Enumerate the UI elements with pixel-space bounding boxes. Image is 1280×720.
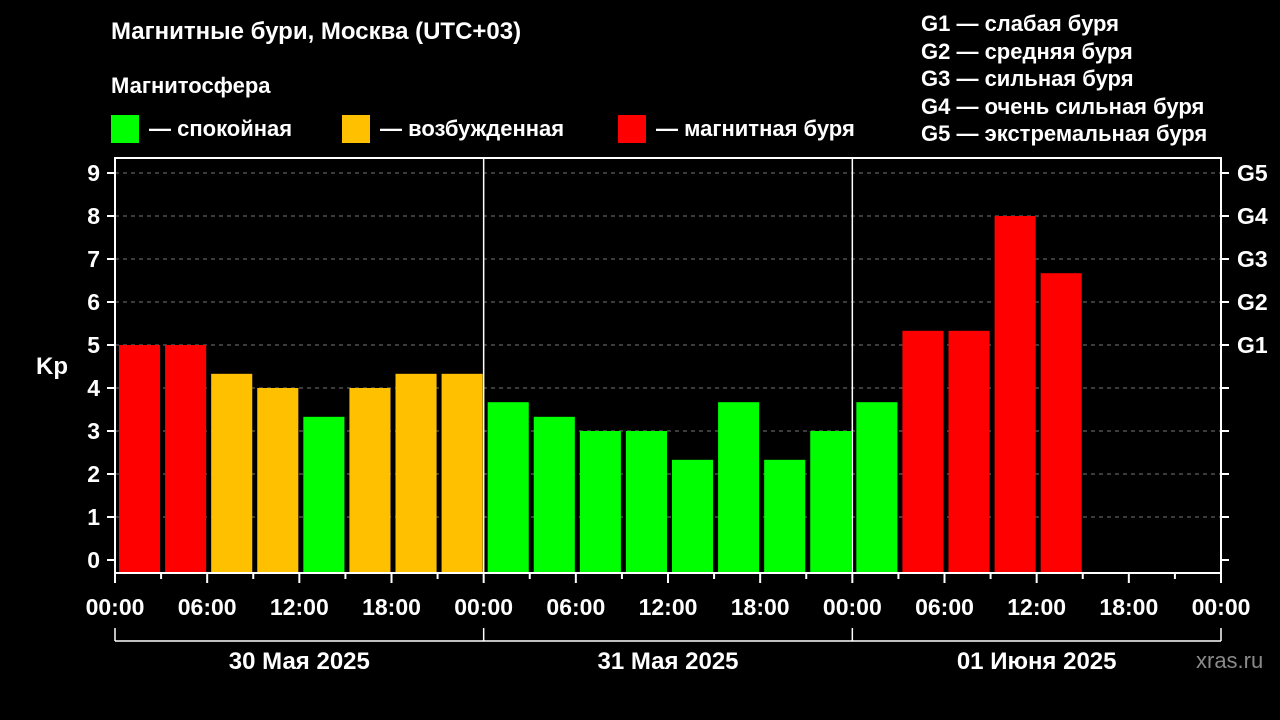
g-legend-g2: G2 — средняя буря	[921, 38, 1133, 64]
y-tick-label: 4	[87, 375, 100, 401]
legend-swatch-active	[342, 115, 370, 143]
x-tick-label: 00:00	[823, 594, 882, 620]
kp-bar	[1040, 273, 1082, 573]
x-tick-label: 06:00	[915, 594, 974, 620]
legend-label-quiet: — спокойная	[149, 116, 293, 141]
legend-label-active: — возбужденная	[380, 116, 565, 141]
kp-bar	[165, 345, 207, 573]
x-tick-label: 12:00	[1007, 594, 1066, 620]
kp-bar	[487, 402, 529, 573]
x-tick-label: 00:00	[454, 594, 513, 620]
kp-bar	[718, 402, 760, 573]
g-tick-label: G1	[1237, 332, 1268, 358]
y-tick-label: 7	[87, 246, 100, 272]
kp-bar	[948, 330, 990, 573]
kp-bar	[395, 373, 437, 573]
chart-subtitle: Магнитосфера	[111, 73, 271, 98]
kp-bar	[441, 373, 483, 573]
day-label: 30 Мая 2025	[229, 648, 370, 675]
g-tick-label: G2	[1237, 289, 1268, 315]
legend-label-storm: — магнитная буря	[656, 116, 855, 141]
legend-storm: — магнитная буря	[618, 114, 855, 144]
g-tick-label: G4	[1237, 203, 1268, 229]
day-label: 31 Мая 2025	[597, 648, 738, 675]
legend-swatch-storm	[618, 115, 646, 143]
x-tick-label: 06:00	[178, 594, 237, 620]
g-legend-g5: G5 — экстремальная буря	[921, 121, 1208, 146]
kp-bar	[349, 388, 391, 573]
y-tick-label: 5	[87, 332, 100, 358]
kp-bar	[579, 431, 621, 573]
kp-bar	[764, 459, 806, 573]
x-tick-label: 18:00	[731, 594, 790, 620]
x-tick-label: 06:00	[546, 594, 605, 620]
y-tick-label: 6	[87, 289, 100, 315]
y-tick-label: 1	[87, 504, 100, 530]
kp-bar	[303, 416, 345, 573]
g-scale-legend: G1 — слабая буря G2 — средняя буря G3 — …	[921, 10, 1207, 148]
legend-active: — возбужденная	[342, 114, 564, 144]
kp-bar	[810, 431, 852, 573]
kp-bar	[257, 388, 299, 573]
kp-bar	[533, 416, 575, 573]
kp-bar	[211, 373, 253, 573]
g-legend-g1: G1 — слабая буря	[921, 11, 1120, 36]
g-legend-g3: G3 — сильная буря	[921, 66, 1134, 91]
x-tick-label: 18:00	[1099, 594, 1158, 620]
y-tick-label: 9	[87, 160, 100, 186]
y-axis-label: Kp	[36, 353, 68, 380]
kp-bar	[902, 330, 944, 573]
kp-bar	[625, 431, 667, 573]
g-legend-g4: G4 — очень сильная буря	[921, 93, 1205, 119]
x-tick-label: 12:00	[639, 594, 698, 620]
x-tick-label: 00:00	[1192, 594, 1251, 620]
watermark: xras.ru	[1196, 648, 1264, 673]
kp-bar	[856, 402, 898, 573]
x-tick-label: 12:00	[270, 594, 329, 620]
legend-quiet: — спокойная	[111, 114, 292, 144]
kp-bar	[119, 345, 161, 573]
x-tick-label: 00:00	[86, 594, 145, 620]
y-tick-label: 0	[87, 547, 100, 573]
y-tick-label: 3	[87, 418, 100, 444]
chart-title: Магнитные бури, Москва (UTC+03)	[111, 18, 522, 45]
y-tick-label: 2	[87, 461, 100, 487]
legend-swatch-quiet	[111, 115, 139, 143]
kp-bar	[672, 459, 714, 573]
x-tick-label: 18:00	[362, 594, 421, 620]
g-tick-label: G5	[1237, 160, 1268, 186]
day-label: 01 Июня 2025	[957, 648, 1117, 675]
g-tick-label: G3	[1237, 246, 1268, 272]
kp-bar	[994, 216, 1036, 573]
y-tick-label: 8	[87, 203, 100, 229]
